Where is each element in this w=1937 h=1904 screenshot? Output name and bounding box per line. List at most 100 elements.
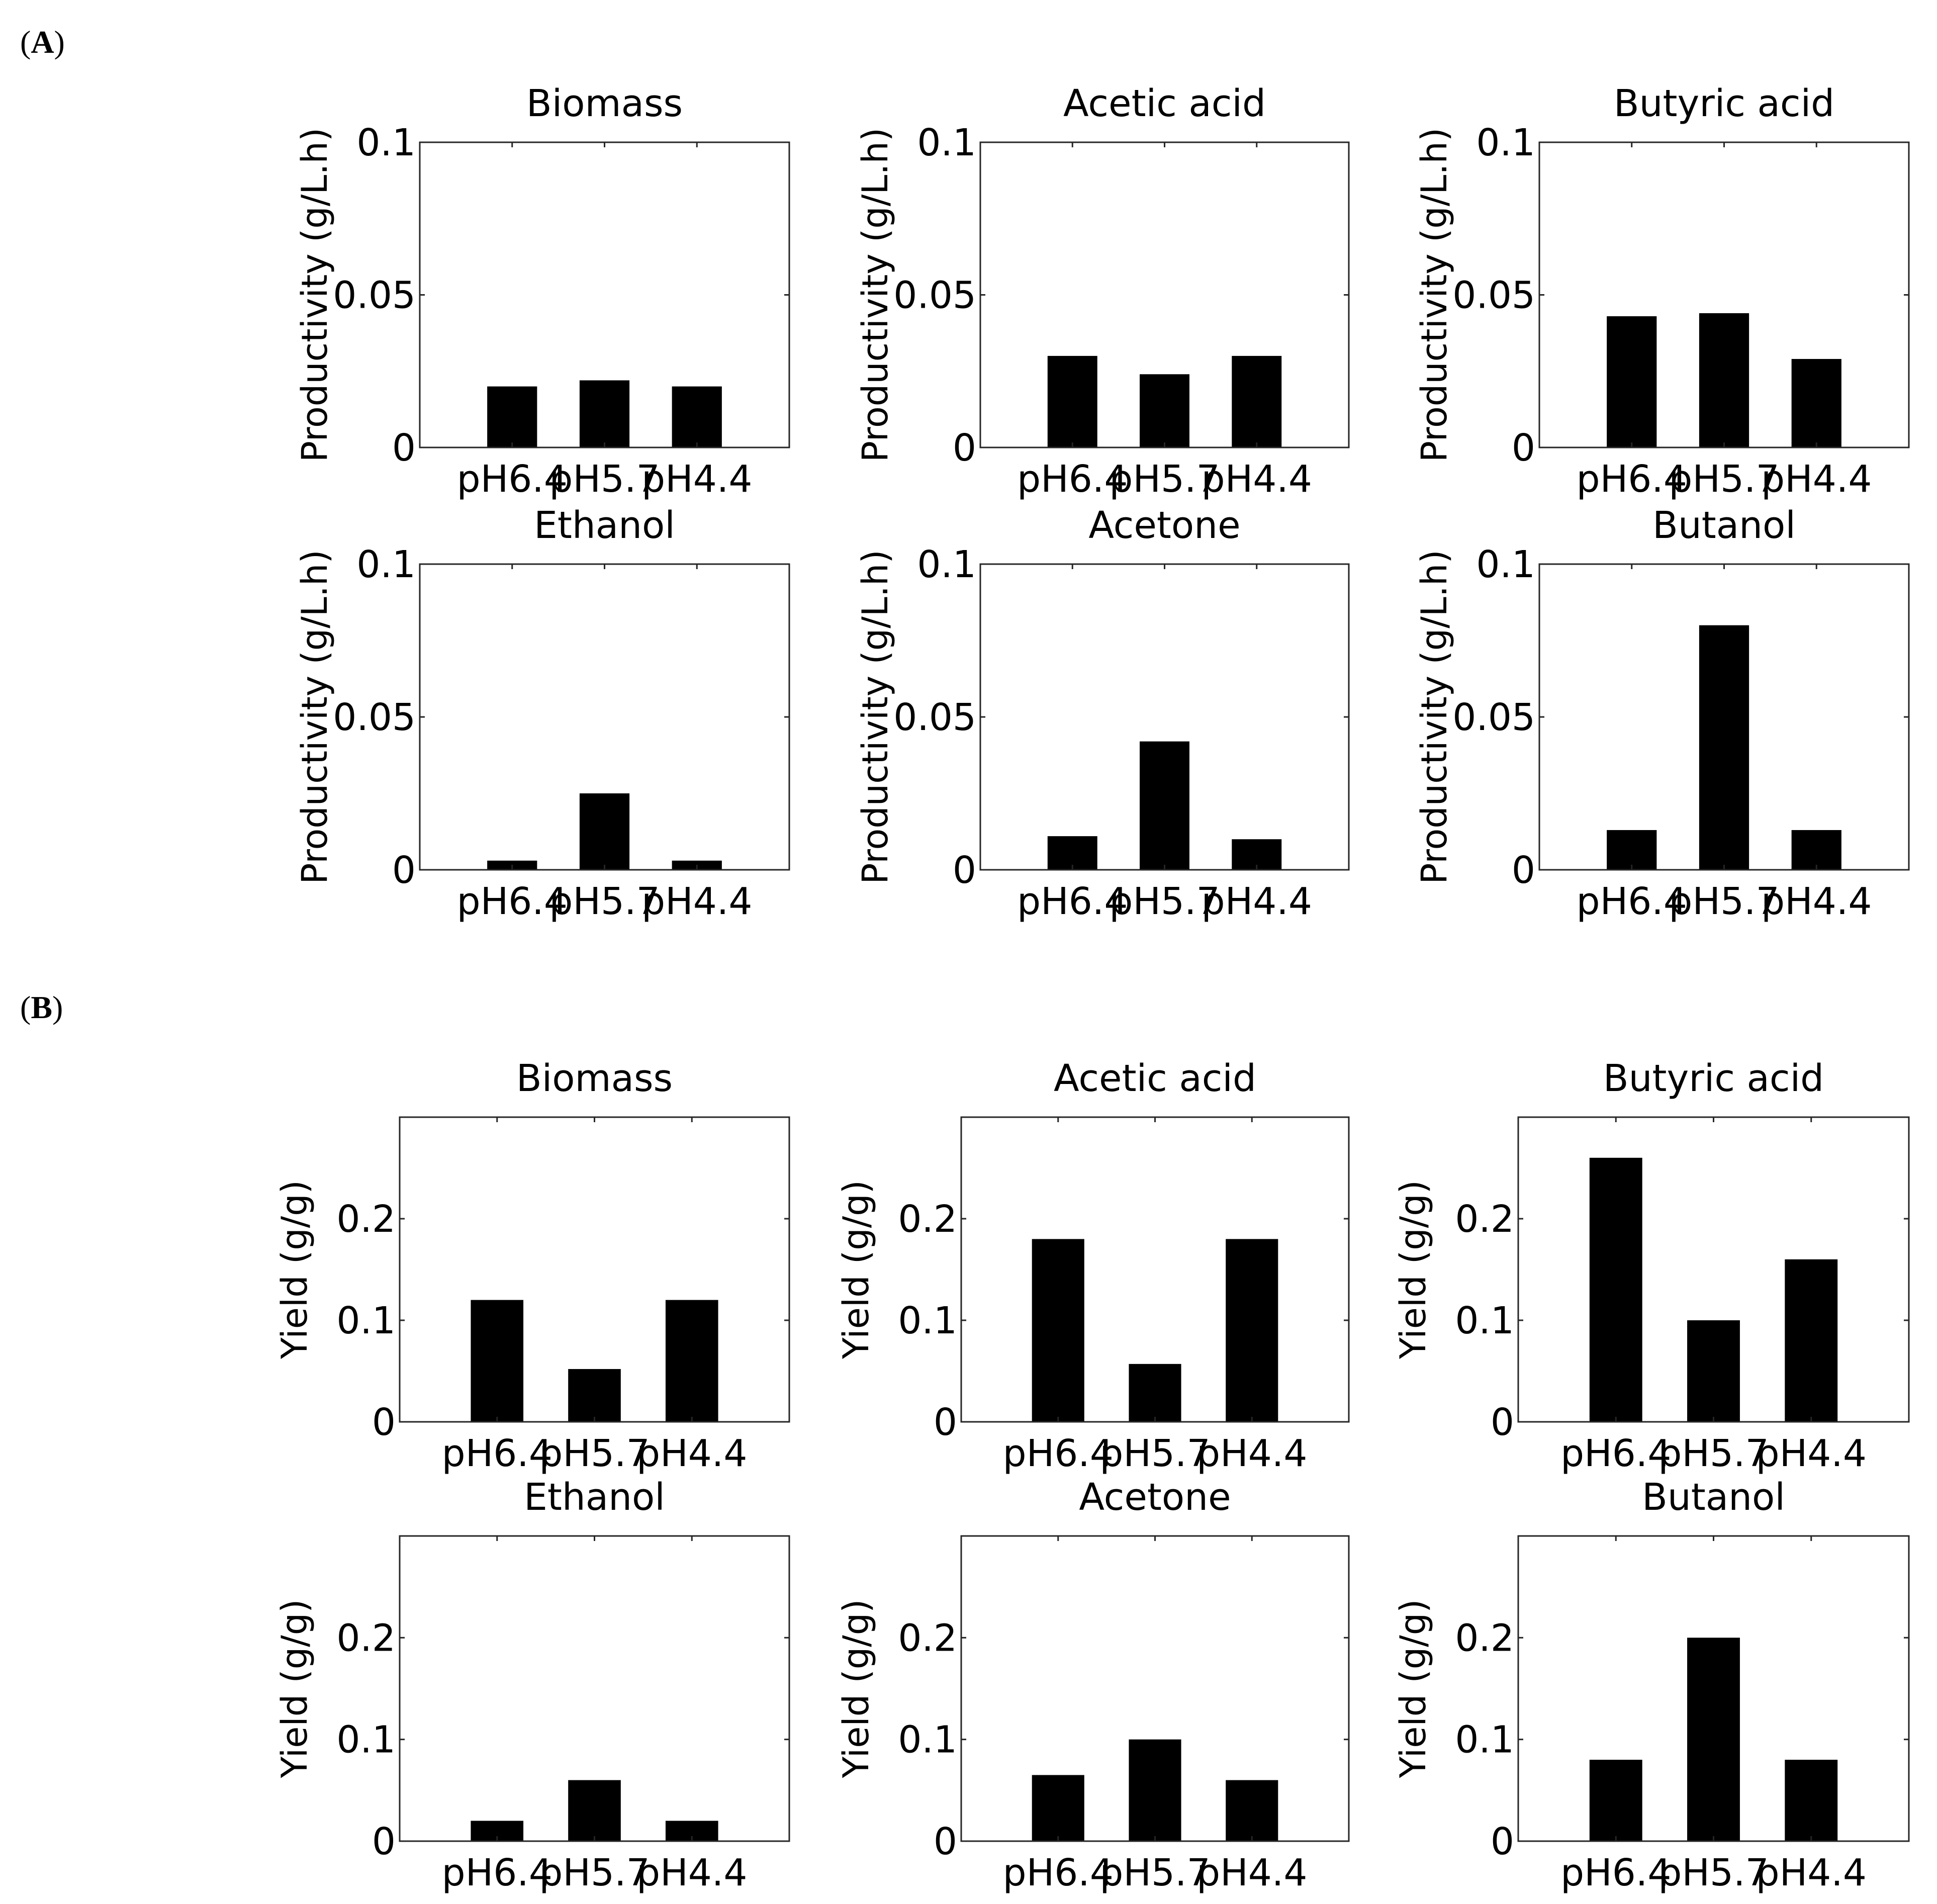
y-tick-label: 0.2 bbox=[1455, 1198, 1514, 1241]
y-tick-label: 0 bbox=[1491, 1401, 1514, 1444]
y-tick-label: 0.1 bbox=[1455, 1299, 1514, 1342]
bar-ph5-7 bbox=[1129, 1739, 1181, 1841]
y-axis-label: Yield (g/g) bbox=[836, 1599, 877, 1779]
y-tick-label: 0.1 bbox=[356, 121, 416, 164]
bar-ph4-4 bbox=[1232, 355, 1282, 447]
x-tick-label: pH5.7 bbox=[1669, 458, 1779, 501]
chart-title: Butyric acid bbox=[1614, 82, 1834, 125]
bar-ph5-7 bbox=[1687, 1638, 1740, 1841]
x-tick-label: pH5.7 bbox=[549, 880, 660, 923]
y-tick-label: 0.1 bbox=[898, 1299, 957, 1342]
y-tick-label: 0.05 bbox=[893, 274, 976, 317]
chart-title: Acetic acid bbox=[1063, 82, 1266, 125]
y-axis-label: Yield (g/g) bbox=[274, 1599, 315, 1779]
y-axis-label: Productivity (g/L.h) bbox=[855, 550, 896, 884]
axes-frame bbox=[419, 141, 790, 448]
chart-a-1: Biomass 0 0.05 0.1 Productivity (g/L.h) pH6.4… bbox=[294, 82, 790, 501]
chart-title: Butyric acid bbox=[1603, 1057, 1824, 1100]
chart-title: Acetic acid bbox=[1054, 1057, 1256, 1100]
y-tick-label: 0 bbox=[934, 1820, 957, 1863]
x-tick-label: pH6.4 bbox=[442, 1432, 552, 1475]
y-tick-label: 0.1 bbox=[1476, 121, 1535, 164]
axes-frame bbox=[419, 563, 790, 871]
chart-a-6: Butanol 0 0.05 0.1 Productivity (g/L.h) pH6.4… bbox=[1414, 504, 1910, 923]
x-tick-label: pH4.4 bbox=[641, 880, 752, 923]
bar-ph6-4 bbox=[487, 386, 537, 447]
axes-frame bbox=[1538, 141, 1910, 448]
bar-ph6-4 bbox=[471, 1300, 524, 1422]
y-tick-label: 0.1 bbox=[336, 1718, 396, 1762]
panel-label-a: (A) bbox=[20, 24, 65, 60]
x-tick-label: pH6.4 bbox=[1017, 458, 1128, 501]
bar-ph5-7 bbox=[1140, 741, 1189, 870]
bar-ph4-4 bbox=[1791, 358, 1841, 447]
bar-ph5-7 bbox=[1699, 313, 1749, 447]
y-tick-label: 0.2 bbox=[1455, 1616, 1514, 1660]
chart-a-5: Acetone 0 0.05 0.1 Productivity (g/L.h) pH6.4… bbox=[855, 504, 1350, 923]
x-tick-label: pH4.4 bbox=[636, 1432, 747, 1475]
bar-ph4-4 bbox=[672, 386, 722, 447]
chart-a-3: Butyric acid 0 0.05 0.1 Productivity (g/L.h)… bbox=[1414, 82, 1910, 501]
y-tick-label: 0.1 bbox=[1476, 543, 1535, 586]
bar-ph5-7 bbox=[1140, 374, 1189, 447]
charts-grid: Biomass 0 0.05 0.1 Productivity (g/L.h) pH6.4… bbox=[274, 82, 1910, 1894]
bar-ph6-4 bbox=[1589, 1760, 1642, 1841]
y-tick-label: 0.1 bbox=[917, 543, 976, 586]
axes-frame bbox=[399, 1116, 790, 1423]
bar-ph6-4 bbox=[1032, 1775, 1084, 1841]
x-tick-label: pH4.4 bbox=[641, 458, 752, 501]
bar-ph5-7 bbox=[568, 1369, 621, 1422]
y-tick-label: 0.1 bbox=[356, 543, 416, 586]
panel-label-b: (B) bbox=[20, 989, 63, 1025]
x-tick-label: pH4.4 bbox=[1756, 1432, 1867, 1475]
bar-ph5-7 bbox=[1129, 1364, 1181, 1422]
y-tick-label: 0 bbox=[372, 1820, 396, 1863]
x-tick-label: pH4.4 bbox=[1761, 880, 1872, 923]
y-axis-label: Productivity (g/L.h) bbox=[294, 550, 335, 884]
y-tick-label: 0 bbox=[392, 426, 416, 470]
y-axis-label: Productivity (g/L.h) bbox=[855, 128, 896, 462]
x-tick-label: pH5.7 bbox=[549, 458, 660, 501]
chart-title: Acetone bbox=[1079, 1476, 1231, 1519]
x-tick-label: pH4.4 bbox=[1756, 1851, 1867, 1894]
bar-ph6-4 bbox=[1047, 836, 1097, 870]
chart-title: Biomass bbox=[516, 1057, 673, 1100]
x-tick-label: pH6.4 bbox=[1003, 1432, 1114, 1475]
bar-ph4-4 bbox=[1226, 1780, 1278, 1841]
x-tick-label: pH4.4 bbox=[1196, 1432, 1307, 1475]
bar-ph5-7 bbox=[579, 793, 630, 870]
y-tick-label: 0 bbox=[934, 1401, 957, 1444]
x-tick-label: pH5.7 bbox=[1099, 1851, 1210, 1894]
chart-a-2: Acetic acid 0 0.05 0.1 Productivity (g/L.h) p… bbox=[855, 82, 1350, 501]
chart-title: Biomass bbox=[526, 82, 683, 125]
y-tick-label: 0.05 bbox=[333, 696, 416, 739]
x-tick-label: pH6.4 bbox=[1003, 1851, 1114, 1894]
x-tick-label: pH6.4 bbox=[1560, 1432, 1671, 1475]
y-tick-label: 0 bbox=[953, 426, 976, 470]
bar-ph6-4 bbox=[1607, 316, 1657, 447]
y-tick-label: 0 bbox=[1512, 426, 1535, 470]
x-tick-label: pH6.4 bbox=[1577, 880, 1687, 923]
x-tick-label: pH5.7 bbox=[1099, 1432, 1210, 1475]
axes-frame bbox=[1538, 563, 1910, 871]
x-tick-label: pH6.4 bbox=[1577, 458, 1687, 501]
y-tick-label: 0 bbox=[1491, 1820, 1514, 1863]
x-tick-label: pH5.7 bbox=[1109, 458, 1220, 501]
y-axis-label: Productivity (g/L.h) bbox=[1414, 550, 1455, 884]
x-tick-label: pH5.7 bbox=[539, 1851, 650, 1894]
axes-frame bbox=[960, 1116, 1350, 1423]
x-tick-label: pH4.4 bbox=[636, 1851, 747, 1894]
axes-frame bbox=[960, 1535, 1350, 1842]
x-tick-label: pH6.4 bbox=[1560, 1851, 1671, 1894]
y-tick-label: 0 bbox=[372, 1401, 396, 1444]
y-axis-label: Yield (g/g) bbox=[1393, 1180, 1434, 1359]
y-tick-label: 0.05 bbox=[1452, 696, 1535, 739]
y-tick-label: 0.05 bbox=[1452, 274, 1535, 317]
axes-frame bbox=[1517, 1116, 1910, 1423]
x-tick-label: pH4.4 bbox=[1202, 880, 1312, 923]
bar-ph6-4 bbox=[1607, 830, 1657, 870]
y-tick-label: 0.2 bbox=[898, 1616, 957, 1660]
